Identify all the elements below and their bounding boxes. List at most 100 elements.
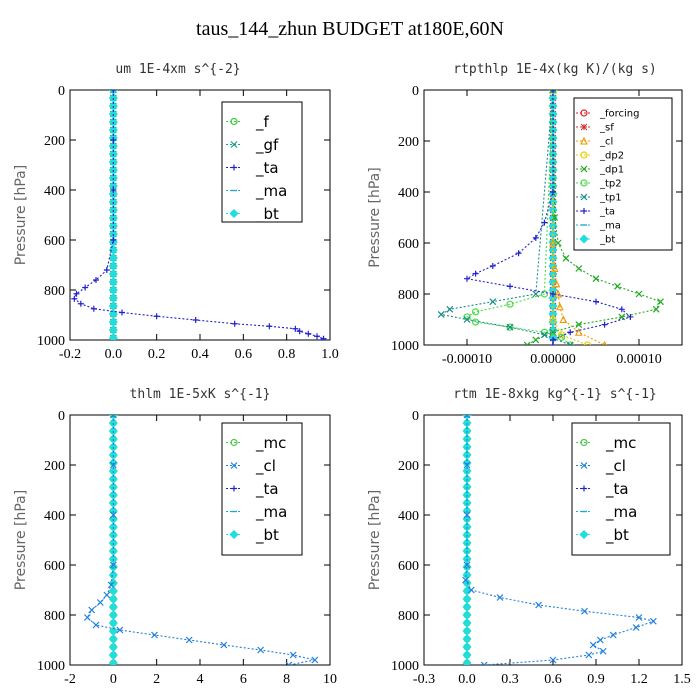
series-bt-point <box>108 586 118 596</box>
y-axis-label: Pressure [hPa] <box>367 490 383 590</box>
y-tick-label: 1000 <box>391 659 419 674</box>
series-bt-point <box>462 626 472 636</box>
legend: _mc _cl _ta _ma _bt <box>571 422 671 556</box>
series-cl-point <box>462 576 469 584</box>
x-tick-label: -0.3 <box>413 672 435 687</box>
series-cl-line <box>86 415 315 665</box>
series-ta-point <box>71 295 78 302</box>
series-group <box>83 415 319 665</box>
series-ta-point <box>296 328 303 335</box>
legend-mc-label: _mc <box>605 434 636 453</box>
series-cl-point <box>581 607 588 615</box>
series-cl-point <box>463 561 471 569</box>
legend-bt-marker <box>579 234 589 244</box>
legend-bt-label: _bt <box>599 235 615 246</box>
series-ta-point <box>110 90 117 93</box>
series-cl-point <box>88 606 96 614</box>
series-tp1-point <box>532 290 540 298</box>
legend-ta-label: _ta <box>255 480 279 499</box>
series-ta-point <box>541 219 548 226</box>
series-ta-line <box>73 90 325 340</box>
series-cl-point <box>549 656 557 664</box>
legend-ma-label: _ma <box>605 503 637 522</box>
series-tp1-point <box>540 331 548 339</box>
legend-f-label: _f <box>255 113 270 132</box>
series-dp1-point <box>592 275 600 283</box>
series-cl-point <box>109 511 117 519</box>
x-tick-label: -0.00010 <box>442 352 492 367</box>
series-tp2-point <box>540 290 549 298</box>
y-axis-label: Pressure [hPa] <box>13 165 29 265</box>
series-cl-point <box>463 461 471 469</box>
panel-title: rtm 1E-8xkg kg^{-1} s^{-1} <box>453 387 657 402</box>
series-ta-point <box>507 283 513 290</box>
x-tick-label: 1.0 <box>321 347 339 362</box>
series-tp1-point <box>446 305 454 313</box>
series-bt-point <box>108 610 118 620</box>
series-bt-point <box>108 594 118 604</box>
legend-tp1-label: _tp1 <box>599 193 622 204</box>
series-dp1-point <box>614 282 621 290</box>
y-tick-label: 400 <box>398 186 419 201</box>
y-tick-label: 600 <box>398 237 419 252</box>
legend-f-marker <box>230 117 238 126</box>
series-bt-point <box>462 594 472 604</box>
x-tick-label: 8 <box>283 672 290 687</box>
legend-ta-label: _ta <box>605 480 629 499</box>
x-tick-label: 0.00010 <box>616 352 662 367</box>
chart-panel-4: rtm 1E-8xkg kg^{-1} s^{-1} Pressure [hPa]… <box>367 387 691 687</box>
legend-ta-marker <box>231 164 237 171</box>
legend-bt-label: _bt <box>605 526 629 545</box>
x-tick-label: 1.5 <box>673 672 691 687</box>
x-tick-label: 2 <box>153 672 160 687</box>
series-cl-point <box>107 581 115 589</box>
series-dp2-point <box>583 341 591 345</box>
x-tick-label: 0.8 <box>278 347 296 362</box>
series-tp1-point <box>489 298 497 306</box>
panel-title: rtpthlp 1E-4x(kg K)/(kg s) <box>453 62 657 77</box>
series-cl-point <box>83 614 91 621</box>
y-tick-label: 200 <box>44 459 65 474</box>
series-ta-point <box>489 262 496 269</box>
legend-ta-label: _ta <box>255 159 279 178</box>
series-ta-point <box>82 284 89 291</box>
series-ta-point <box>601 321 608 328</box>
series-cl-point <box>463 415 471 419</box>
series-cl-point <box>554 289 563 298</box>
series-cl-point <box>550 264 559 273</box>
legend-box <box>573 97 673 251</box>
legend-sf-label: _sf <box>599 123 614 134</box>
y-tick-label: 800 <box>398 288 419 303</box>
series-tp1-point <box>549 90 557 94</box>
y-tick-label: 0 <box>412 84 419 99</box>
x-tick-label: 0.6 <box>544 672 562 687</box>
series-cl-point <box>480 661 488 665</box>
series-cl-point <box>285 661 293 665</box>
series-bt-point <box>462 634 472 644</box>
series-ta-point <box>532 234 539 241</box>
series-cl-point <box>92 621 100 629</box>
series-cl-point <box>649 617 657 625</box>
x-tick-label: 0.2 <box>148 347 166 362</box>
series-cl-point <box>467 586 475 594</box>
x-tick-label: -0.2 <box>59 347 81 362</box>
series-cl-point <box>463 511 471 519</box>
legend-tp2-label: _tp2 <box>599 179 622 190</box>
series-ta-point <box>192 317 199 323</box>
chart-panel-2: rtpthlp 1E-4x(kg K)/(kg s) Pressure [hPa]… <box>367 62 683 367</box>
series-ta-point <box>314 333 320 340</box>
series-ta-point <box>110 137 117 143</box>
series-dp1-point <box>562 254 570 262</box>
x-tick-label: 10 <box>323 672 337 687</box>
legend-gf-label: _gf <box>255 136 279 155</box>
series-ta-point <box>305 330 312 337</box>
series-tp2-line <box>465 90 571 345</box>
y-tick-label: 600 <box>44 559 65 574</box>
y-tick-label: 400 <box>44 509 65 524</box>
legend-forcing-label: _forcing <box>599 109 640 120</box>
legend-dp1-marker <box>580 165 588 173</box>
series-ta-point <box>103 267 110 273</box>
y-tick-label: 200 <box>398 459 419 474</box>
x-tick-label: 0.00000 <box>530 352 576 367</box>
